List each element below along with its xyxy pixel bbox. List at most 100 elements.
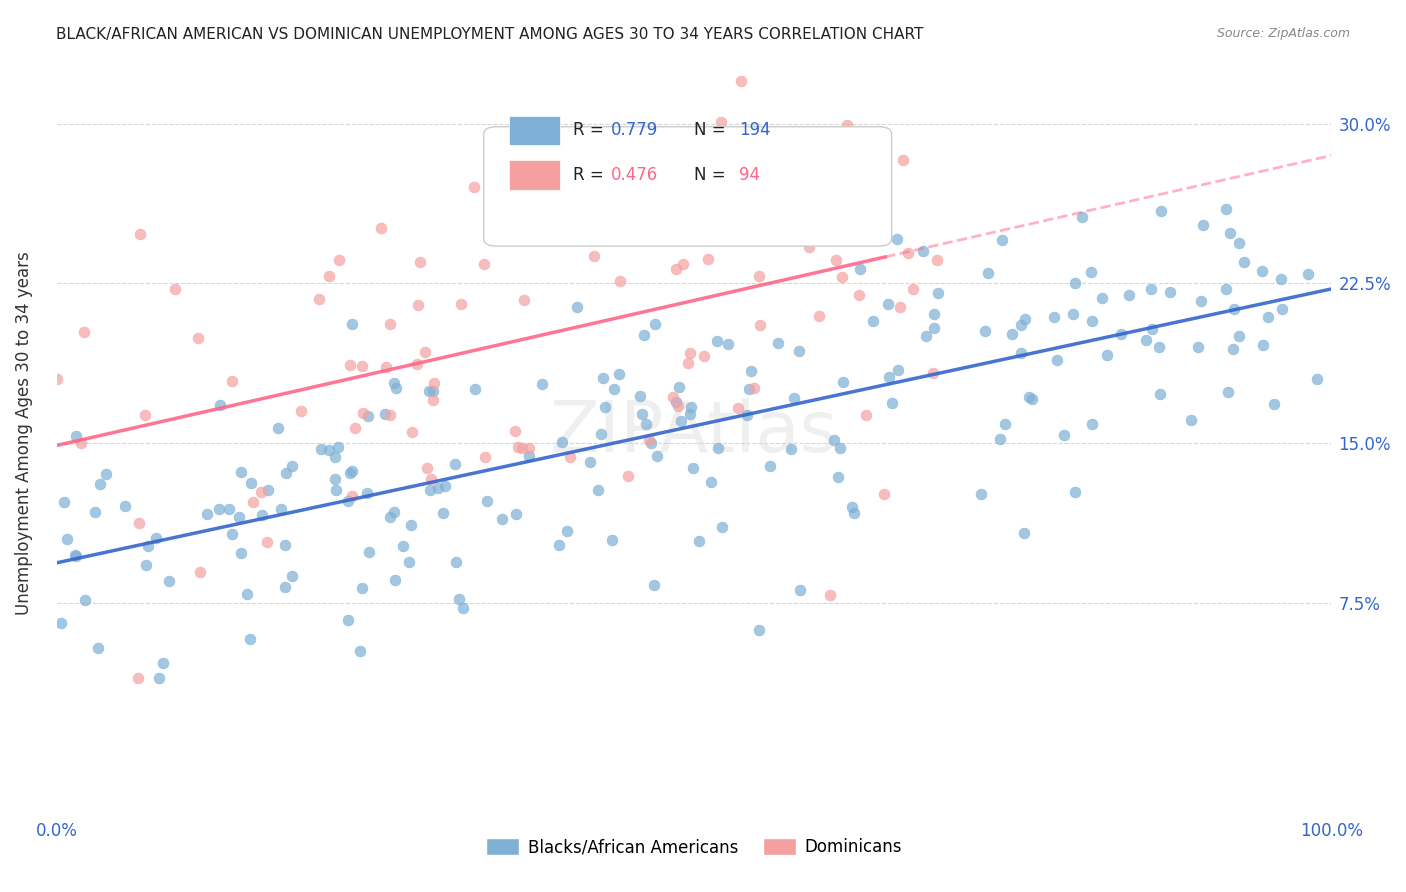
- Point: [692, 349, 714, 363]
- Point: [1010, 346, 1032, 360]
- Point: [783, 392, 806, 406]
- Point: [136, 539, 159, 553]
- Point: [374, 407, 396, 421]
- Point: [49, 616, 72, 631]
- Point: [927, 285, 949, 300]
- Point: [820, 161, 842, 176]
- Point: [617, 469, 640, 483]
- Point: [398, 555, 420, 569]
- Point: [328, 252, 350, 267]
- Point: [357, 545, 380, 559]
- Point: [848, 261, 870, 276]
- Point: [274, 580, 297, 594]
- Point: [737, 408, 759, 422]
- Point: [1305, 371, 1327, 385]
- Point: [748, 318, 770, 332]
- Point: [1140, 282, 1163, 296]
- Text: BLACK/AFRICAN AMERICAN VS DOMINICAN UNEMPLOYMENT AMONG AGES 30 TO 34 YEARS CORRE: BLACK/AFRICAN AMERICAN VS DOMINICAN UNEM…: [56, 27, 924, 42]
- Point: [451, 600, 474, 615]
- Text: 0.476: 0.476: [612, 166, 658, 185]
- Point: [682, 461, 704, 475]
- Point: [1263, 397, 1285, 411]
- Point: [630, 407, 652, 421]
- Point: [994, 417, 1017, 432]
- Point: [644, 317, 666, 331]
- Point: [1014, 312, 1036, 326]
- Point: [447, 591, 470, 606]
- Point: [208, 501, 231, 516]
- Point: [591, 427, 613, 442]
- Point: [748, 268, 770, 283]
- Point: [228, 509, 250, 524]
- Point: [710, 114, 733, 128]
- Point: [378, 408, 401, 422]
- Point: [1189, 293, 1212, 308]
- Point: [326, 440, 349, 454]
- Point: [1118, 288, 1140, 302]
- Point: [56, 532, 79, 546]
- Point: [464, 382, 486, 396]
- Y-axis label: Unemployment Among Ages 30 to 34 years: Unemployment Among Ages 30 to 34 years: [15, 251, 32, 615]
- Point: [378, 317, 401, 331]
- Point: [382, 505, 405, 519]
- Point: [229, 465, 252, 479]
- Point: [1147, 340, 1170, 354]
- Point: [128, 227, 150, 241]
- Point: [517, 449, 540, 463]
- Point: [668, 380, 690, 394]
- Point: [873, 487, 896, 501]
- Point: [409, 255, 432, 269]
- Point: [638, 433, 661, 447]
- Point: [603, 217, 626, 231]
- Point: [679, 407, 702, 421]
- Point: [221, 374, 243, 388]
- Point: [352, 406, 374, 420]
- Point: [339, 359, 361, 373]
- Point: [89, 477, 111, 491]
- Point: [239, 632, 262, 647]
- Point: [506, 440, 529, 454]
- Point: [474, 450, 496, 464]
- Point: [1215, 202, 1237, 216]
- Point: [696, 252, 718, 266]
- Point: [681, 401, 703, 415]
- Point: [1142, 321, 1164, 335]
- Point: [922, 321, 945, 335]
- Point: [665, 394, 688, 409]
- Text: R =: R =: [572, 121, 609, 139]
- Point: [586, 483, 609, 498]
- Point: [1042, 310, 1064, 324]
- Point: [384, 573, 406, 587]
- Point: [512, 442, 534, 456]
- Text: N =: N =: [695, 166, 731, 185]
- Point: [600, 533, 623, 548]
- Point: [779, 442, 801, 456]
- Point: [157, 574, 180, 589]
- Point: [1053, 427, 1076, 442]
- Point: [886, 362, 908, 376]
- Point: [742, 381, 765, 395]
- Point: [280, 569, 302, 583]
- Point: [308, 292, 330, 306]
- Point: [250, 508, 273, 522]
- Point: [257, 483, 280, 497]
- Point: [374, 360, 396, 375]
- Point: [1064, 276, 1087, 290]
- Point: [419, 483, 441, 497]
- Point: [276, 466, 298, 480]
- Point: [634, 417, 657, 432]
- Text: 194: 194: [738, 121, 770, 139]
- Point: [432, 506, 454, 520]
- Point: [340, 317, 363, 331]
- Point: [491, 512, 513, 526]
- Point: [825, 252, 848, 267]
- Point: [1149, 387, 1171, 401]
- Text: ZIPAtlas: ZIPAtlas: [550, 398, 838, 467]
- Point: [848, 288, 870, 302]
- Point: [69, 435, 91, 450]
- Point: [988, 432, 1011, 446]
- Point: [475, 494, 498, 508]
- Point: [1232, 255, 1254, 269]
- Point: [901, 282, 924, 296]
- Point: [512, 293, 534, 308]
